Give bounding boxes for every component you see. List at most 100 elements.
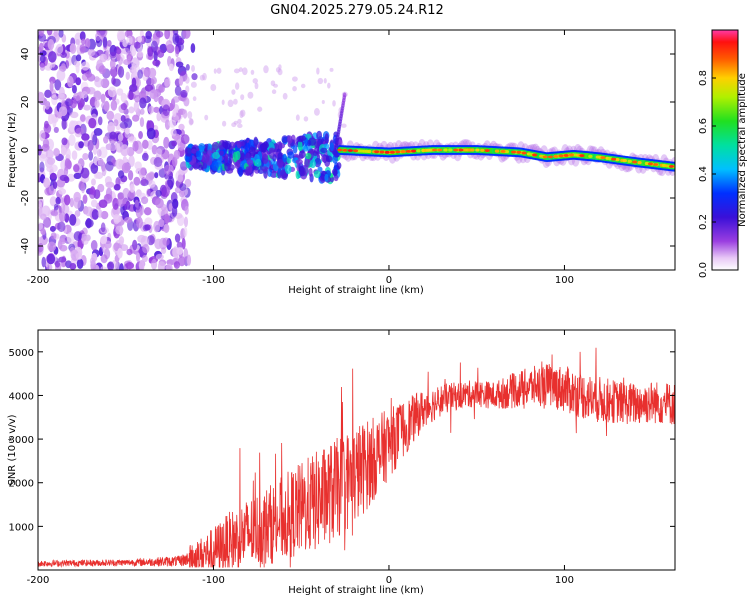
spectral-blob — [76, 258, 84, 269]
spectral-blob — [295, 114, 300, 121]
spectral-blob — [558, 154, 564, 158]
spectral-blob — [325, 155, 333, 163]
spectral-blob — [173, 261, 181, 269]
spectral-blob — [128, 155, 135, 168]
spectral-blob — [94, 97, 100, 107]
spectral-blob — [172, 33, 180, 45]
spectral-blob — [168, 119, 177, 128]
spectral-blob — [116, 30, 126, 41]
spectral-blob — [137, 35, 143, 43]
spectral-blob — [92, 133, 98, 146]
spectral-blob — [204, 114, 209, 121]
spectral-blob — [53, 126, 59, 133]
spectral-blob — [117, 247, 123, 259]
spectral-blob — [162, 237, 170, 246]
spectral-blob — [198, 143, 206, 150]
spectral-blob — [160, 203, 167, 212]
spectral-blob — [94, 77, 104, 88]
spectral-blob — [240, 94, 245, 101]
spectral-blob — [242, 67, 248, 76]
spectral-blob — [199, 74, 205, 81]
spectral-blob — [117, 66, 125, 78]
spectral-blob — [78, 180, 84, 190]
spectral-blob — [58, 256, 67, 263]
spectral-blob — [627, 159, 632, 163]
spectral-blob — [174, 46, 180, 58]
spectral-blob — [93, 189, 101, 200]
spectral-blob — [109, 131, 117, 140]
colorbar-tick-label: 0.2 — [698, 214, 709, 230]
spectral-blob — [171, 140, 178, 147]
spectral-blob — [43, 216, 52, 228]
spectral-blob — [298, 150, 306, 159]
spectral-blob — [96, 149, 102, 157]
spectral-blob — [78, 141, 84, 149]
spectral-blob — [69, 246, 75, 255]
spectral-blob — [164, 164, 172, 176]
spectral-blob — [579, 154, 585, 158]
spectral-blob — [521, 151, 527, 155]
spectral-blob — [162, 104, 171, 117]
spectral-blob — [233, 68, 240, 74]
spectral-blob — [75, 95, 81, 104]
spectral-blob — [140, 167, 147, 176]
x-tick-label: -100 — [202, 275, 225, 286]
spectral-blob — [212, 151, 221, 160]
spectral-blob — [117, 133, 124, 142]
x-tick-label: 0 — [386, 575, 392, 586]
spectral-blob — [221, 120, 227, 127]
spectral-blob — [125, 71, 131, 81]
spectral-blob — [80, 233, 88, 242]
colorbar-tick-label: 0.6 — [698, 118, 709, 134]
y-tick-label: -40 — [20, 238, 31, 254]
spectral-blob — [542, 155, 548, 159]
spectral-blob — [333, 174, 339, 182]
spectral-blob — [73, 172, 82, 180]
spectral-blob — [108, 140, 117, 152]
spectral-blob — [146, 127, 156, 140]
spectral-blob — [443, 148, 448, 152]
spectral-blob — [136, 51, 144, 58]
spectral-blob — [144, 84, 154, 92]
spectral-blob — [337, 148, 343, 152]
spectral-blob — [60, 202, 66, 213]
spectral-blob — [95, 171, 104, 180]
spectral-blob — [448, 148, 453, 152]
snr-series-line — [38, 347, 675, 568]
snr-x-label: Height of straight line (km) — [288, 585, 424, 596]
spectral-blob — [210, 84, 217, 92]
spectral-blob — [39, 30, 45, 37]
spectral-blob — [184, 76, 190, 84]
spectrogram-x-label: Height of straight line (km) — [288, 285, 424, 296]
spectral-blob — [120, 114, 126, 123]
spectral-blob — [160, 190, 168, 200]
spectral-blob — [71, 84, 77, 94]
spectral-blob — [148, 180, 156, 188]
spectral-blob — [182, 30, 191, 39]
spectral-blob — [84, 38, 91, 49]
spectral-blob — [185, 64, 190, 71]
spectral-blob — [254, 82, 259, 90]
spectral-blob — [111, 76, 116, 85]
spectral-blob — [154, 172, 159, 179]
x-tick-label: -200 — [27, 575, 50, 586]
spectral-blob — [170, 128, 177, 137]
spectral-blob — [121, 162, 131, 174]
spectral-blob — [119, 244, 129, 252]
spectral-blob — [113, 213, 120, 225]
spectral-blob — [116, 88, 124, 96]
spectral-blob — [109, 51, 117, 59]
spectral-blob — [191, 73, 198, 81]
spectral-blob — [342, 148, 348, 152]
spectral-blob — [313, 108, 320, 116]
spectral-blob — [155, 253, 164, 260]
spectral-blob — [65, 148, 71, 159]
spectral-blob — [192, 162, 200, 170]
spectral-blob — [142, 243, 150, 254]
spectral-blob — [134, 94, 141, 103]
spectral-blob — [182, 109, 188, 119]
spectral-blob — [107, 86, 117, 98]
spectral-blob — [97, 209, 103, 218]
y-tick-label: 40 — [20, 48, 31, 61]
spectral-blob — [123, 59, 131, 66]
